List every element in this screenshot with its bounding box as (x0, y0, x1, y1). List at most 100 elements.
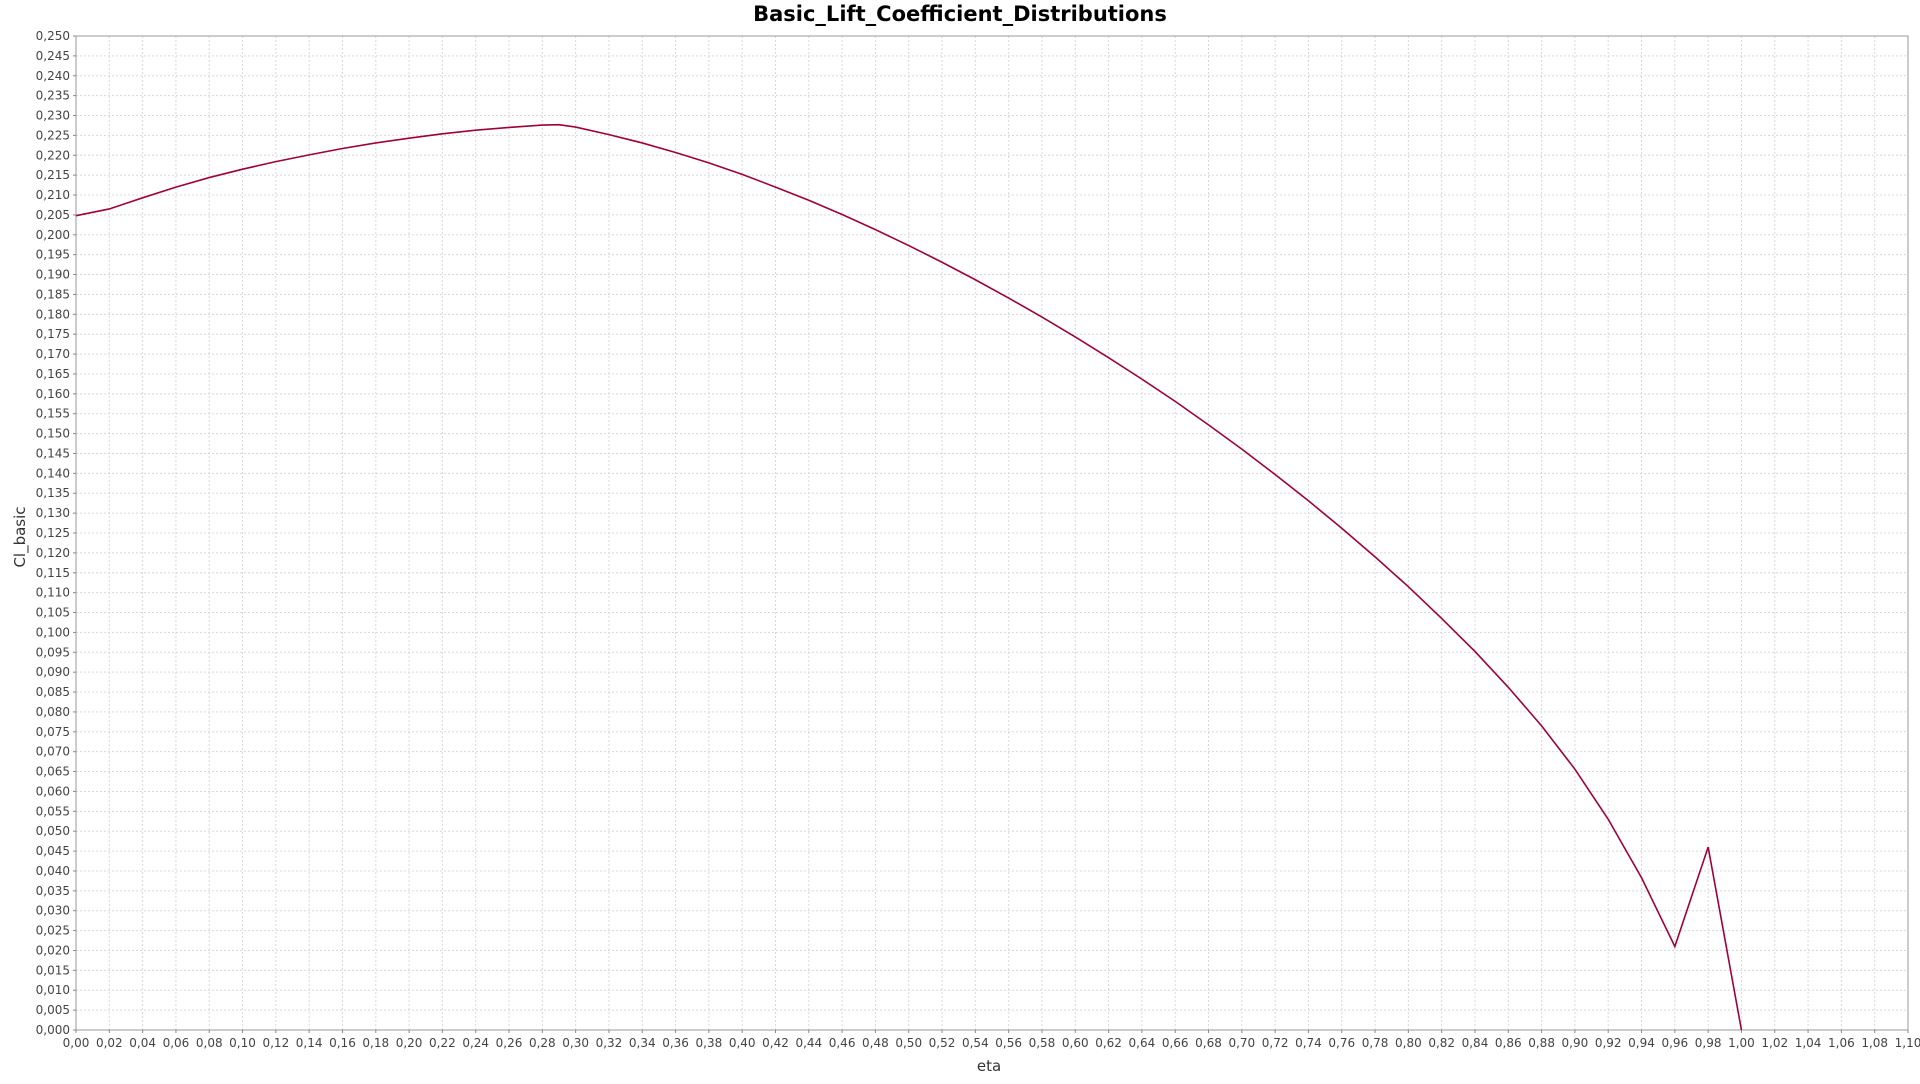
y-tick-label: 0,230 (36, 109, 70, 123)
grid (76, 36, 1908, 1030)
y-tick-label: 0,115 (36, 566, 70, 580)
y-tick-label: 0,100 (36, 625, 70, 639)
x-tick-label: 0,00 (63, 1036, 90, 1050)
x-tick-label: 0,26 (496, 1036, 523, 1050)
y-tick-label: 0,025 (36, 924, 70, 938)
x-tick-label: 0,92 (1595, 1036, 1622, 1050)
x-tick-label: 0,38 (696, 1036, 723, 1050)
x-tick-label: 0,30 (562, 1036, 589, 1050)
y-tick-label: 0,010 (36, 983, 70, 997)
y-tick-label: 0,055 (36, 804, 70, 818)
y-tick-label: 0,085 (36, 685, 70, 699)
y-tick-label: 0,190 (36, 268, 70, 282)
y-tick-label: 0,015 (36, 963, 70, 977)
y-tick-label: 0,095 (36, 645, 70, 659)
x-tick-label: 0,04 (129, 1036, 156, 1050)
x-tick-label: 1,08 (1861, 1036, 1888, 1050)
x-tick-label: 0,88 (1528, 1036, 1555, 1050)
x-tick-label: 0,64 (1129, 1036, 1156, 1050)
x-tick-label: 1,06 (1828, 1036, 1855, 1050)
x-axis-label: eta (977, 1057, 1001, 1075)
y-tick-label: 0,070 (36, 745, 70, 759)
y-tick-label: 0,075 (36, 725, 70, 739)
y-tick-label: 0,145 (36, 446, 70, 460)
y-tick-label: 0,105 (36, 606, 70, 620)
y-tick-label: 0,110 (36, 586, 70, 600)
x-tick-label: 0,68 (1195, 1036, 1222, 1050)
x-tick-label: 0,42 (762, 1036, 789, 1050)
x-tick-label: 0,52 (929, 1036, 956, 1050)
x-tick-label: 0,48 (862, 1036, 889, 1050)
x-tick-label: 0,28 (529, 1036, 556, 1050)
y-tick-label: 0,225 (36, 128, 70, 142)
x-tick-label: 0,08 (196, 1036, 223, 1050)
x-tick-label: 0,60 (1062, 1036, 1089, 1050)
x-tick-label: 0,20 (396, 1036, 423, 1050)
x-tick-label: 0,34 (629, 1036, 656, 1050)
x-tick-label: 0,76 (1328, 1036, 1355, 1050)
x-tick-label: 0,12 (262, 1036, 289, 1050)
y-tick-label: 0,120 (36, 546, 70, 560)
x-tick-label: 0,82 (1428, 1036, 1455, 1050)
y-tick-label: 0,065 (36, 765, 70, 779)
y-tick-label: 0,170 (36, 347, 70, 361)
y-tick-label: 0,060 (36, 784, 70, 798)
x-tick-label: 0,86 (1495, 1036, 1522, 1050)
y-tick-label: 0,135 (36, 486, 70, 500)
x-tick-label: 0,16 (329, 1036, 356, 1050)
y-tick-label: 0,200 (36, 228, 70, 242)
x-tick-label: 0,96 (1661, 1036, 1688, 1050)
x-tick-label: 0,10 (229, 1036, 256, 1050)
series-line (75, 123, 1743, 1031)
y-tick-label: 0,050 (36, 824, 70, 838)
y-tick-label: 0,090 (36, 665, 70, 679)
y-tick-label: 0,220 (36, 148, 70, 162)
x-tick-label: 0,84 (1462, 1036, 1489, 1050)
y-tick-label: 0,150 (36, 427, 70, 441)
x-tick-label: 0,22 (429, 1036, 456, 1050)
x-tick-label: 0,58 (1029, 1036, 1056, 1050)
x-tick-label: 0,02 (96, 1036, 123, 1050)
y-tick-label: 0,165 (36, 367, 70, 381)
y-tick-label: 0,240 (36, 69, 70, 83)
y-tick-label: 0,130 (36, 506, 70, 520)
y-tick-label: 0,160 (36, 387, 70, 401)
y-tick-label: 0,140 (36, 466, 70, 480)
y-tick-label: 0,185 (36, 287, 70, 301)
x-tick-label: 0,24 (462, 1036, 489, 1050)
y-tick-label: 0,080 (36, 705, 70, 719)
x-tick-label: 0,14 (296, 1036, 323, 1050)
x-tick-label: 0,66 (1162, 1036, 1189, 1050)
y-tick-label: 0,175 (36, 327, 70, 341)
y-tick-label: 0,205 (36, 208, 70, 222)
x-tick-label: 0,32 (596, 1036, 623, 1050)
x-tick-label: 0,74 (1295, 1036, 1322, 1050)
x-tick-label: 1,02 (1761, 1036, 1788, 1050)
y-tick-label: 0,125 (36, 526, 70, 540)
x-tick-label: 0,50 (895, 1036, 922, 1050)
x-tick-label: 0,54 (962, 1036, 989, 1050)
x-tick-label: 0,94 (1628, 1036, 1655, 1050)
y-tick-label: 0,040 (36, 864, 70, 878)
x-tick-label: 0,62 (1095, 1036, 1122, 1050)
y-tick-label: 0,210 (36, 188, 70, 202)
y-tick-label: 0,180 (36, 307, 70, 321)
y-tick-label: 0,000 (36, 1023, 70, 1037)
y-tick-label: 0,155 (36, 407, 70, 421)
y-tick-label: 0,030 (36, 904, 70, 918)
x-tick-label: 0,56 (995, 1036, 1022, 1050)
x-tick-label: 0,18 (362, 1036, 389, 1050)
y-axis: 0,000 0,005 0,010 0,015 0,020 0,025 0,030 0,035… (36, 29, 76, 1037)
x-tick-label: 0,70 (1228, 1036, 1255, 1050)
y-axis-label: Cl_basic (11, 506, 30, 567)
x-tick-label: 0,78 (1362, 1036, 1389, 1050)
x-tick-label: 0,98 (1695, 1036, 1722, 1050)
x-tick-label: 1,00 (1728, 1036, 1755, 1050)
y-tick-label: 0,020 (36, 943, 70, 957)
y-tick-label: 0,005 (36, 1003, 70, 1017)
x-tick-label: 0,44 (795, 1036, 822, 1050)
x-axis: 0,00 0,02 0,04 0,06 0,08 0,10 0,12 0,14 0,16 0,18… (63, 1030, 1920, 1050)
x-tick-label: 0,72 (1262, 1036, 1289, 1050)
